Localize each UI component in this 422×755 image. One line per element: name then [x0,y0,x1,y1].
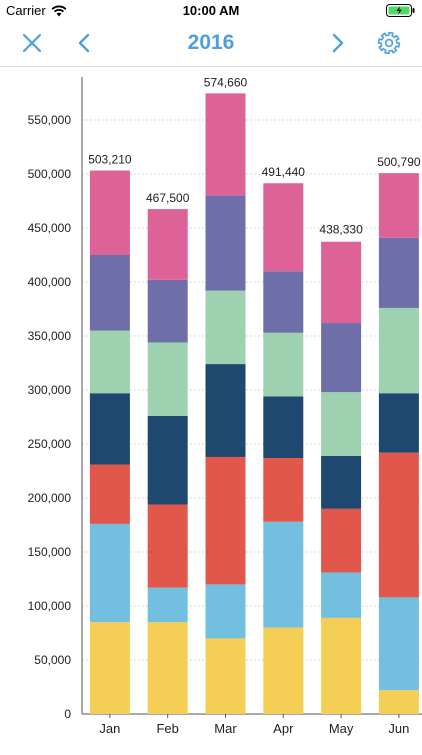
chevron-right-icon [332,33,344,53]
y-tick-label: 0 [64,707,71,721]
bar-segment [378,452,419,598]
bar-segment [263,396,304,459]
y-tick-label: 200,000 [28,491,72,505]
gear-outline [377,31,401,55]
bar-segment [147,622,188,714]
stacked-bar-chart: 0 50,000 100,000 150,000 200,000 250,000 300,0… [28,75,422,736]
x-tick-label: Jun [388,721,409,736]
close-button[interactable] [18,30,46,56]
bar-segment [321,617,362,714]
y-tick-label: 300,000 [28,383,72,397]
bar-segment [89,523,130,623]
bar-segment [205,584,246,639]
bar-segment [205,195,246,291]
bar-segment [89,330,130,394]
y-tick-label: 400,000 [28,275,72,289]
y-tick-label: 50,000 [34,653,71,667]
carrier-label: Carrier [6,3,46,18]
y-tick-label: 100,000 [28,599,72,613]
y-tick-label: 150,000 [28,545,72,559]
bar-segment [378,307,419,394]
bar-segment [321,392,362,456]
bar-segment [89,464,130,524]
bar-segment [205,456,246,585]
gear-hub [384,38,394,48]
bar-segment [321,455,362,509]
bar-segment [378,393,419,453]
bar-segment [263,627,304,714]
bar-segment [378,597,419,691]
chevron-left-icon [78,33,90,53]
bar-segment [147,279,188,343]
bar-segment [205,93,246,196]
bar-segment [321,241,362,324]
bar-segment [205,638,246,714]
x-tick-label: Apr [273,721,294,736]
bar-total-label: 467,500 [146,191,190,205]
bar-segment [321,323,362,393]
bar-segment [89,170,130,255]
bar-segment [89,255,130,331]
bar-total-label: 500,790 [377,155,421,169]
y-tick-label: 350,000 [28,329,72,343]
bar-total-label: 574,660 [204,75,248,89]
y-tick-label: 550,000 [28,113,72,127]
bar-total-label: 438,330 [319,223,363,237]
x-tick-label: Mar [214,721,237,736]
settings-button[interactable] [375,30,403,56]
bar-segment [263,458,304,522]
gear-icon [377,31,401,55]
bar-segment [378,690,419,714]
y-tick-label: 250,000 [28,437,72,451]
battery-icon [386,4,416,22]
next-year-button[interactable] [324,30,352,56]
bar-segment [263,271,304,333]
wifi-icon [51,5,67,16]
bar-segment [147,415,188,505]
status-bar: Carrier 10:00 AM [0,0,422,20]
bar-segment [321,508,362,573]
bar-segment [147,209,188,280]
bar-segment [263,332,304,397]
previous-year-button[interactable] [70,30,98,56]
bar-segment [263,521,304,628]
x-tick-label: Jan [99,721,120,736]
bar-segment [147,342,188,416]
bar-total-label: 491,440 [262,165,306,179]
status-left: Carrier [6,3,67,18]
nav-bar: 2016 [0,20,422,67]
year-title: 2016 [187,31,235,54]
bar-segment [205,290,246,365]
bar-segment [321,572,362,618]
bar-total-label: 503,210 [88,153,132,167]
bar-segment [89,393,130,465]
y-tick-label: 450,000 [28,221,72,235]
bar-segment [378,237,419,308]
bar-segment [147,587,188,623]
bar-segment [89,622,130,714]
status-time: 10:00 AM [182,3,240,18]
bar-segment [205,364,246,457]
close-icon [22,33,42,53]
x-tick-label: Feb [156,721,178,736]
y-tick-label: 500,000 [28,167,72,181]
x-tick-label: May [329,721,354,736]
bar-segment [263,183,304,272]
chart-area: 0 50,000 100,000 150,000 200,000 250,000 300,0… [0,67,422,750]
bar-segment [147,504,188,588]
bar-segment [378,173,419,238]
